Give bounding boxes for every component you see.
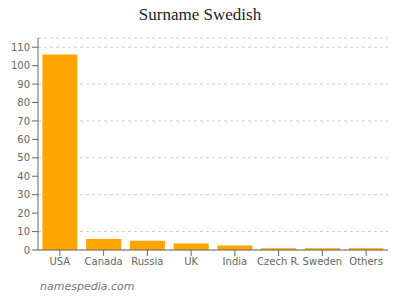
svg-text:80: 80 [17,97,30,108]
svg-text:Canada: Canada [85,256,123,267]
svg-text:10: 10 [17,226,30,237]
svg-text:Sweden: Sweden [303,256,343,267]
svg-text:40: 40 [17,171,30,182]
svg-text:Others: Others [349,256,383,267]
svg-text:70: 70 [17,116,30,127]
html-text:namespedia.com: namespedia.com [40,280,135,293]
svg-text:60: 60 [17,134,30,145]
svg-text:20: 20 [17,208,30,219]
svg-text:0: 0 [24,245,30,256]
svg-text:30: 30 [17,189,30,200]
svg-text:Czech R.: Czech R. [257,256,300,267]
svg-text:100: 100 [11,60,30,71]
svg-text:USA: USA [50,256,71,267]
html-text:Surname Swedish: Surname Swedish [138,5,262,24]
svg-text:Russia: Russia [131,256,163,267]
svg-text:90: 90 [17,79,30,90]
svg-text:UK: UK [184,256,198,267]
svg-text:50: 50 [17,152,30,163]
svg-text:India: India [223,256,248,267]
svg-text:110: 110 [11,42,30,53]
